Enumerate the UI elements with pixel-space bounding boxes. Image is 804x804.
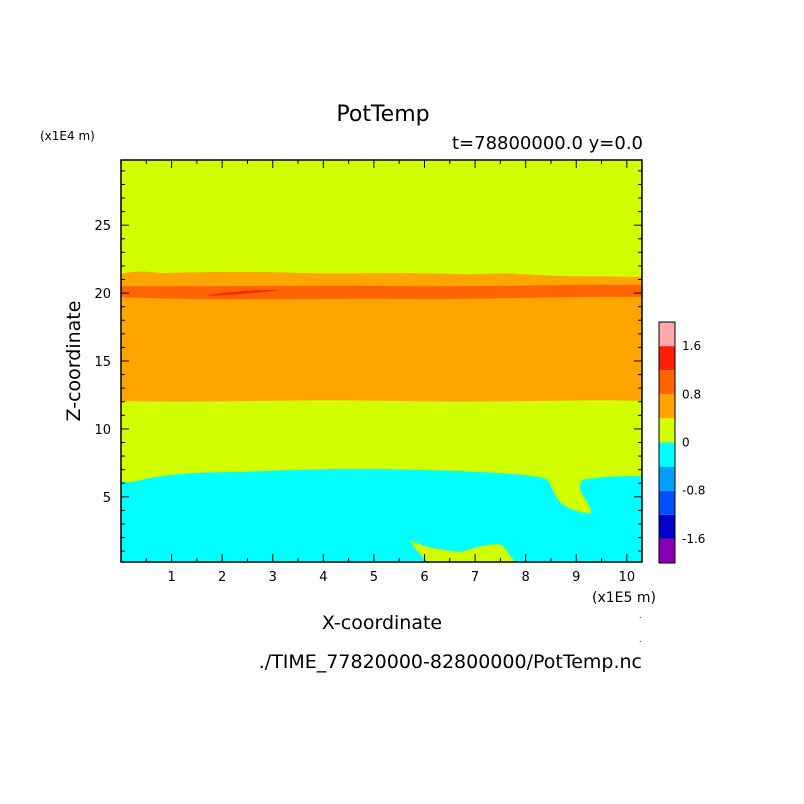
- colorbar-frame: [658, 321, 676, 564]
- colorbar-swatch: [659, 418, 675, 443]
- x-axis: 1 2 3 4 5 6 7 8 9 10: [145, 160, 636, 585]
- colorbar-tick-label: 0.8: [682, 387, 701, 401]
- x-tick-label: 6: [420, 570, 428, 585]
- x-tick-label: 8: [522, 570, 530, 585]
- colorbar-tick-label: 1.6: [682, 339, 701, 353]
- y-tick-label: 20: [94, 287, 111, 302]
- colorbar-swatch: [659, 442, 675, 467]
- colorbar-swatch: [659, 538, 675, 563]
- chart-subtitle: t=78800000.0 y=0.0: [452, 133, 643, 154]
- x-tick-label: 7: [471, 570, 479, 585]
- x-tick-label: 10: [619, 570, 636, 585]
- y-tick-label: 10: [94, 423, 111, 438]
- y-axis: 5 10 15 20 25: [94, 170, 642, 552]
- colorbar-swatch: [659, 490, 675, 515]
- x-tick-label: 1: [167, 570, 175, 585]
- y-tick-label: 15: [94, 355, 111, 370]
- yellow-lower-pocket: [410, 540, 515, 562]
- colorbar-tick-label: 0: [682, 436, 690, 450]
- y-axis-label: Z-coordinate: [63, 301, 85, 422]
- y-unit-label: (x1E4 m): [40, 129, 95, 143]
- colorbar: -1.6 -0.8 0 0.8 1.6: [658, 321, 705, 564]
- colorbar-swatch: [659, 322, 675, 347]
- orange-band-region: [121, 271, 642, 402]
- x-tick-label: 2: [218, 570, 226, 585]
- colorbar-swatch: [659, 466, 675, 491]
- colorbar-swatch: [659, 370, 675, 395]
- colorbar-swatch: [659, 346, 675, 371]
- y-tick-label: 25: [94, 219, 111, 234]
- x-unit-label: (x1E5 m): [592, 590, 656, 606]
- x-tick-label: 5: [370, 570, 378, 585]
- colorbar-swatch: [659, 514, 675, 539]
- red-streak-region: [205, 290, 280, 296]
- colorbar-swatch: [659, 394, 675, 419]
- dot-mark: .: [639, 635, 642, 644]
- cyan-lower-region: [121, 469, 642, 562]
- source-path-label: ./TIME_77820000-82800000/PotTemp.nc: [259, 651, 642, 673]
- x-axis-label: X-coordinate: [322, 612, 442, 634]
- y-tick-label: 5: [103, 491, 111, 506]
- colorbar-tick-label: -0.8: [682, 484, 705, 498]
- x-tick-label: 9: [572, 570, 580, 585]
- dark-orange-band-region: [121, 284, 642, 300]
- chart-title: PotTemp: [336, 102, 429, 127]
- plot-area: [121, 160, 642, 562]
- dot-mark: .: [639, 611, 642, 620]
- x-tick-label: 3: [269, 570, 277, 585]
- x-tick-label: 4: [319, 570, 327, 585]
- colorbar-tick-label: -1.6: [682, 532, 705, 546]
